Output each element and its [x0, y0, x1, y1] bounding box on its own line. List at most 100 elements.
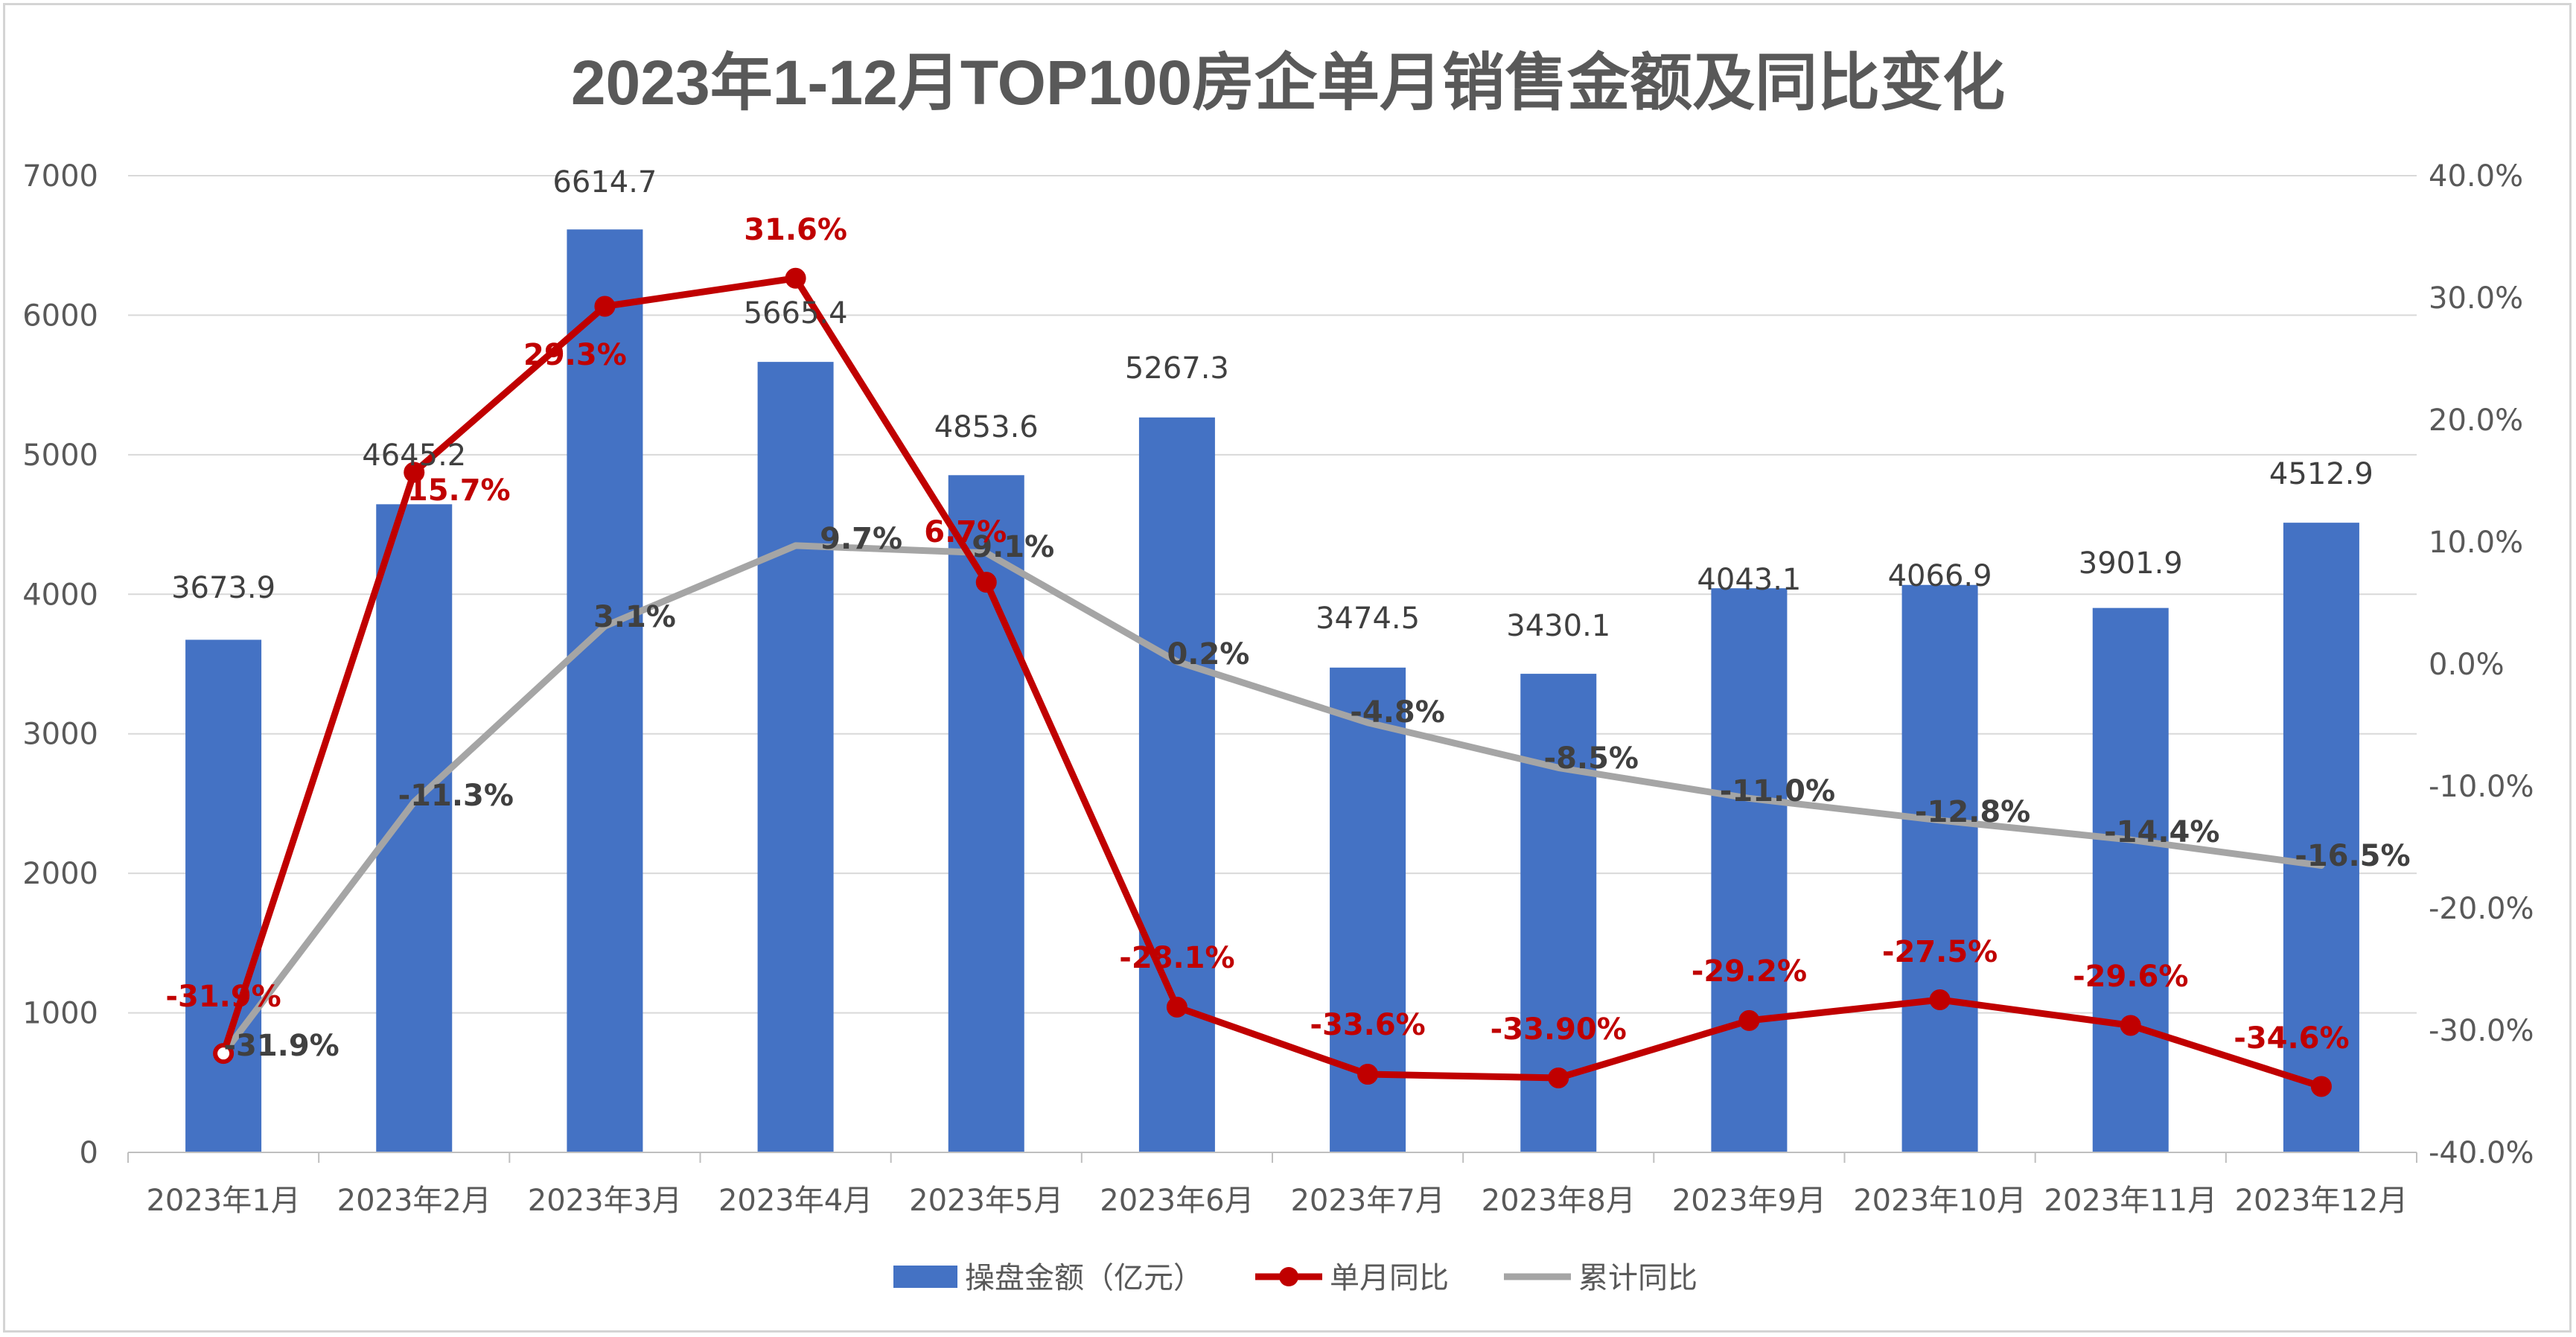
- monthly-yoy-label: 6.7%: [924, 515, 1007, 549]
- chart-frame: [3, 3, 2572, 1333]
- right-tick-label: -40.0%: [2429, 1136, 2534, 1170]
- right-tick-label: -10.0%: [2429, 770, 2534, 804]
- cumulative-yoy-label: 9.1%: [972, 530, 1054, 564]
- bar: [2092, 607, 2169, 1152]
- monthly-yoy-label: 15.7%: [407, 473, 511, 508]
- right-tick-label: -20.0%: [2429, 892, 2534, 926]
- monthly-yoy-label: -34.6%: [2234, 1021, 2349, 1056]
- left-tick-label: 5000: [22, 438, 98, 473]
- right-tick-label: 20.0%: [2429, 403, 2523, 438]
- bar-series: [185, 229, 2359, 1153]
- category-label: 2023年5月: [909, 1184, 1063, 1218]
- monthly-yoy-label: -29.2%: [1692, 954, 1807, 989]
- bar: [1138, 417, 1215, 1152]
- cumulative-yoy-label: -8.5%: [1543, 741, 1639, 776]
- bar-value-label: 3474.5: [1316, 602, 1420, 636]
- cumulative-yoy-series: [220, 542, 2325, 1057]
- bar-value-label: 5665.4: [744, 296, 848, 331]
- monthly-yoy-marker: [1166, 996, 1187, 1018]
- right-tick-label: 0.0%: [2429, 648, 2505, 682]
- cumulative-yoy-label: 3.1%: [593, 600, 676, 634]
- bar-value-label: 4645.2: [362, 438, 466, 473]
- monthly-yoy-label: -31.9%: [165, 980, 281, 1014]
- monthly-yoy-label: -33.90%: [1491, 1012, 1627, 1047]
- monthly-yoy-marker: [404, 462, 425, 483]
- legend-marker-monthly: [1279, 1267, 1298, 1286]
- bar: [2283, 523, 2359, 1152]
- bar: [1711, 588, 1788, 1152]
- left-tick-label: 7000: [22, 159, 98, 194]
- monthly-yoy-marker: [213, 1043, 235, 1065]
- monthly-yoy-marker: [975, 572, 997, 593]
- monthly-yoy-label: -29.6%: [2073, 960, 2188, 994]
- bar-value-label: 6614.7: [552, 165, 657, 200]
- legend-label-cumulative: 累计同比: [1578, 1261, 1697, 1295]
- bar-value-label: 4066.9: [1888, 559, 1992, 593]
- legend-label-monthly: 单月同比: [1330, 1261, 1449, 1295]
- monthly-yoy-marker: [785, 267, 806, 289]
- category-label: 2023年4月: [718, 1184, 873, 1218]
- category-label: 2023年9月: [1672, 1184, 1826, 1218]
- monthly-yoy-marker: [2310, 1076, 2332, 1097]
- category-label: 2023年12月: [2235, 1184, 2408, 1218]
- monthly-yoy-marker: [1548, 1067, 1569, 1088]
- monthly-yoy-marker: [1357, 1064, 1379, 1085]
- bar: [757, 362, 834, 1152]
- left-tick-label: 2000: [22, 857, 98, 891]
- monthly-yoy-label: -28.1%: [1119, 941, 1234, 975]
- monthly-yoy-label: -33.6%: [1310, 1008, 1425, 1042]
- category-label: 2023年6月: [1100, 1184, 1254, 1218]
- bar-value-label: 4853.6: [934, 410, 1039, 444]
- left-tick-label: 0: [80, 1136, 98, 1170]
- right-axis: -40.0% -30.0% -20.0% -10.0% 0.0% 10.0% 20.0% 30…: [2429, 159, 2534, 1170]
- cumulative-yoy-label: -16.5%: [2295, 839, 2410, 873]
- right-tick-label: 10.0%: [2429, 526, 2523, 560]
- monthly-yoy-line: [220, 275, 2325, 1090]
- bar: [185, 639, 262, 1152]
- category-label: 2023年11月: [2044, 1184, 2217, 1218]
- category-label: 2023年2月: [337, 1184, 491, 1218]
- monthly-yoy-marker: [594, 296, 616, 317]
- bar: [567, 229, 643, 1153]
- legend-label-bar: 操盘金额（亿元）: [965, 1261, 1203, 1295]
- monthly-yoy-label: 31.6%: [744, 213, 847, 247]
- bar-value-label: 4043.1: [1697, 563, 1801, 597]
- x-axis: 2023年1月 2023年2月 2023年3月 2023年4月 2023年5月 2023年…: [127, 1152, 2417, 1218]
- gridlines: [128, 175, 2417, 1014]
- bar-value-label: 4512.9: [2269, 457, 2373, 491]
- left-tick-label: 6000: [22, 299, 98, 333]
- right-tick-label: 30.0%: [2429, 281, 2523, 316]
- bar-value-label: 3673.9: [171, 571, 275, 605]
- category-label: 2023年8月: [1482, 1184, 1636, 1218]
- bar: [1901, 584, 1978, 1152]
- monthly-yoy-marker: [1738, 1009, 1760, 1031]
- category-label: 2023年7月: [1290, 1184, 1444, 1218]
- cumulative-yoy-label: -14.4%: [2104, 815, 2219, 849]
- bar-value-label: 5267.3: [1125, 351, 1229, 386]
- cumulative-yoy-line: [220, 542, 2325, 1057]
- left-axis: 0 1000 2000 3000 4000 5000 6000 7000: [22, 159, 98, 1170]
- monthly-yoy-marker: [1929, 989, 1951, 1010]
- left-tick-label: 4000: [22, 578, 98, 612]
- cumulative-yoy-label: -11.3%: [398, 779, 514, 813]
- cumulative-yoy-label: -4.8%: [1350, 695, 1445, 730]
- bar-value-label: 3901.9: [2079, 546, 2183, 581]
- cumulative-yoy-label: 0.2%: [1167, 637, 1249, 671]
- bar-value-label: 3430.1: [1506, 609, 1610, 643]
- monthly-yoy-label: -27.5%: [1882, 935, 1998, 969]
- monthly-yoy-series: [213, 267, 2332, 1097]
- legend: 操盘金额（亿元） 单月同比 累计同比: [893, 1261, 1697, 1295]
- cumulative-yoy-label: -11.0%: [1720, 774, 1835, 808]
- left-tick-label: 3000: [22, 718, 98, 752]
- right-tick-label: 40.0%: [2429, 159, 2523, 194]
- monthly-yoy-label: 29.3%: [523, 338, 627, 372]
- cumulative-yoy-label: 9.7%: [820, 522, 902, 556]
- monthly-yoy-marker: [2120, 1015, 2141, 1036]
- category-label: 2023年3月: [528, 1184, 682, 1218]
- category-label: 2023年1月: [146, 1184, 300, 1218]
- data-labels: 3673.9 4645.2 6614.7 5665.4 4853.6 5267.3 3474…: [165, 165, 2410, 1063]
- category-label: 2023年10月: [1853, 1184, 2027, 1218]
- chart-title: 2023年1-12月TOP100房企单月销售金额及同比变化: [571, 48, 2005, 118]
- legend-swatch-bar: [893, 1266, 957, 1288]
